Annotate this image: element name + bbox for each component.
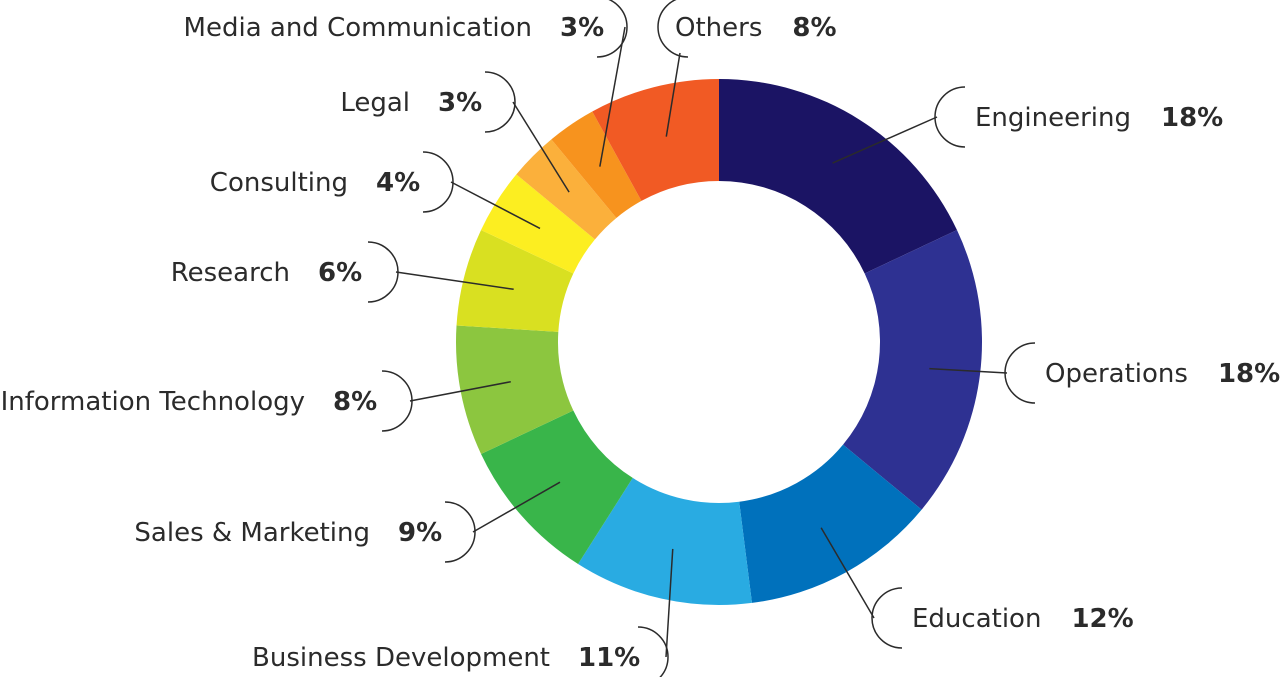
slice-label-value: 8% — [792, 13, 836, 43]
slice-label-value: 12% — [1071, 604, 1133, 634]
label-leader-line — [512, 101, 570, 193]
slice-label-value: 6% — [318, 258, 362, 288]
label-bracket — [596, 0, 628, 58]
slice-label-name: Legal — [340, 88, 410, 118]
slice-label-value: 18% — [1218, 359, 1280, 389]
slice-label-name: Sales & Marketing — [134, 518, 370, 548]
label-leader-line — [472, 481, 561, 533]
slice-business-development — [578, 477, 752, 605]
slice-label-name: Media and Communication — [184, 13, 532, 43]
slice-label-name: Education — [912, 604, 1041, 634]
slice-label-value: 18% — [1161, 103, 1223, 133]
label-business-development: Business Development 11% — [252, 548, 674, 677]
slice-information-technology — [456, 325, 574, 454]
label-bracket — [871, 587, 903, 649]
slice-label-name: Business Development — [252, 643, 550, 673]
label-leader-line — [820, 527, 875, 619]
slice-others — [592, 79, 719, 201]
slice-label-value: 11% — [578, 643, 640, 673]
slice-operations — [843, 230, 983, 510]
label-engineering: Engineering 18% — [832, 86, 1223, 164]
label-leader-line — [599, 26, 626, 167]
slice-label-name: Information Technology — [1, 387, 305, 417]
label-bracket — [444, 501, 476, 563]
label-bracket — [657, 0, 689, 58]
label-leader-line — [665, 548, 674, 658]
slice-engineering — [719, 79, 957, 274]
slice-label-value: 3% — [560, 13, 604, 43]
donut-slices — [456, 79, 983, 605]
label-leader-line — [832, 116, 938, 164]
label-bracket — [484, 71, 516, 133]
label-leader-line — [665, 52, 681, 137]
slice-label-value: 4% — [376, 168, 420, 198]
label-operations: Operations 18% — [929, 342, 1280, 404]
slice-education — [739, 444, 922, 603]
slice-label-name: Others — [675, 13, 762, 43]
slice-label-name: Consulting — [210, 168, 348, 198]
label-bracket — [934, 86, 966, 148]
label-bracket — [637, 626, 669, 677]
slice-label-name: Research — [171, 258, 290, 288]
label-media-and-communication: Media and Communication 3% — [184, 0, 628, 167]
label-bracket — [367, 241, 399, 303]
label-bracket — [381, 370, 413, 432]
slice-label-value: 3% — [438, 88, 482, 118]
slice-media-and-communication — [551, 111, 642, 218]
label-bracket — [1004, 342, 1036, 404]
label-leader-line — [450, 181, 541, 230]
label-legal: Legal 3% — [340, 71, 570, 193]
label-education: Education 12% — [820, 527, 1134, 649]
slice-legal — [516, 139, 617, 240]
label-information-technology: Information Technology 8% — [1, 370, 511, 432]
label-leader-line — [395, 271, 514, 291]
slice-label-value: 8% — [333, 387, 377, 417]
slice-research — [456, 230, 574, 332]
label-consulting: Consulting 4% — [210, 151, 541, 230]
slice-sales-and-marketing — [481, 410, 633, 565]
label-leader-line — [409, 380, 511, 402]
slice-consulting — [481, 174, 595, 274]
label-leader-line — [929, 367, 1008, 374]
label-others: Others 8% — [657, 0, 837, 137]
slice-label-value: 9% — [398, 518, 442, 548]
slice-label-name: Operations — [1045, 359, 1188, 389]
label-sales-and-marketing: Sales & Marketing 9% — [134, 481, 561, 563]
slice-label-name: Engineering — [975, 103, 1131, 133]
label-research: Research 6% — [171, 241, 514, 303]
label-bracket — [422, 151, 454, 213]
